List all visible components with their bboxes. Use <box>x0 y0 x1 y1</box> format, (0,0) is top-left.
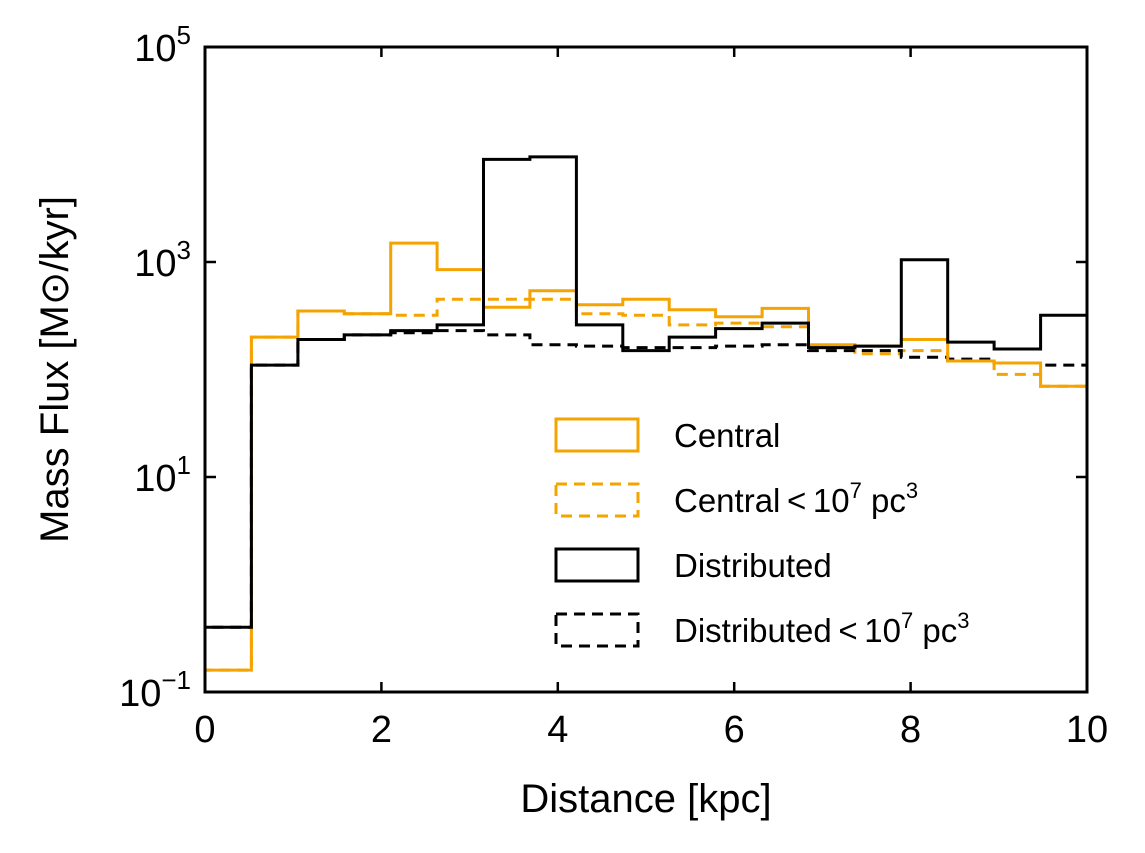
legend-item: Central <box>554 417 780 454</box>
y-tick-label: 105 <box>134 20 191 70</box>
legend-item: Distributed <box>554 547 832 584</box>
legend: Central Central < 107 pc3 Distributed Distr… <box>554 417 969 649</box>
legend-label: Distributed < 107 pc3 <box>674 608 969 649</box>
legend-swatch <box>554 417 640 453</box>
x-tick-label: 8 <box>900 709 921 751</box>
y-axis-label: Mass Flux [M⊙/kyr] <box>33 196 77 543</box>
x-tick-label: 4 <box>547 709 568 751</box>
x-tick-label: 6 <box>724 709 745 751</box>
y-tick-label: 103 <box>134 235 191 285</box>
legend-swatch <box>554 547 640 583</box>
x-tick-label: 0 <box>194 709 215 751</box>
legend-swatch <box>554 482 640 518</box>
legend-label: Central <box>674 417 780 454</box>
legend-label: Distributed <box>674 547 832 584</box>
legend-swatch <box>554 612 640 648</box>
series-distributed-line <box>203 155 1087 692</box>
series-central-line <box>203 241 1087 692</box>
y-tick-label: 101 <box>134 450 191 500</box>
legend-item: Central < 107 pc3 <box>554 478 918 519</box>
series-layer <box>203 155 1087 692</box>
y-tick-label: 10−1 <box>119 665 191 715</box>
legend-label: Central < 107 pc3 <box>674 478 918 519</box>
legend-item: Distributed < 107 pc3 <box>554 608 969 649</box>
x-tick-label: 10 <box>1066 709 1108 751</box>
x-axis-label: Distance [kpc] <box>520 777 771 821</box>
x-tick-label: 2 <box>371 709 392 751</box>
tick-layer: 0 2 4 6 8 10 10−1 101 103 105 <box>119 20 1108 751</box>
plot-frame <box>203 45 1089 694</box>
